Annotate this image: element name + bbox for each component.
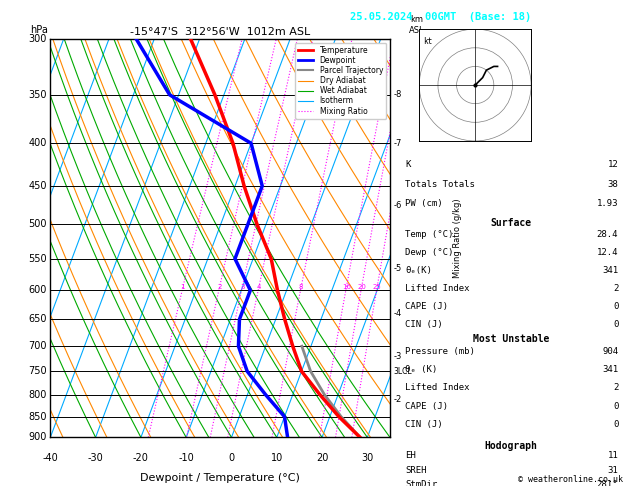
Text: 500: 500 bbox=[28, 219, 47, 229]
Text: 2: 2 bbox=[217, 284, 221, 290]
Text: 2: 2 bbox=[613, 383, 618, 393]
Text: Totals Totals: Totals Totals bbox=[405, 180, 475, 189]
Text: 20: 20 bbox=[357, 284, 366, 290]
Text: © weatheronline.co.uk: © weatheronline.co.uk bbox=[518, 474, 623, 484]
Text: Dewp (°C): Dewp (°C) bbox=[405, 248, 454, 257]
Text: 28.4: 28.4 bbox=[597, 230, 618, 239]
Text: θₑ (K): θₑ (K) bbox=[405, 365, 437, 374]
Text: hPa: hPa bbox=[30, 25, 48, 35]
Text: 850: 850 bbox=[28, 412, 47, 422]
Text: 25.05.2024  00GMT  (Base: 18): 25.05.2024 00GMT (Base: 18) bbox=[350, 12, 531, 22]
Text: StmDir: StmDir bbox=[405, 480, 437, 486]
Text: 8: 8 bbox=[299, 284, 303, 290]
Text: θₑ(K): θₑ(K) bbox=[405, 266, 432, 275]
Text: Lifted Index: Lifted Index bbox=[405, 383, 470, 393]
Text: CIN (J): CIN (J) bbox=[405, 420, 443, 430]
Text: 3: 3 bbox=[240, 284, 245, 290]
Text: 0: 0 bbox=[228, 453, 235, 463]
Text: -2: -2 bbox=[393, 395, 402, 404]
Text: 3LCL: 3LCL bbox=[393, 367, 412, 376]
Text: 281°: 281° bbox=[597, 480, 618, 486]
Text: -7: -7 bbox=[393, 139, 402, 148]
Text: 550: 550 bbox=[28, 254, 47, 264]
Text: -4: -4 bbox=[393, 309, 402, 318]
Text: 10: 10 bbox=[270, 453, 283, 463]
Text: Lifted Index: Lifted Index bbox=[405, 284, 470, 293]
Text: -6: -6 bbox=[393, 201, 402, 210]
Text: 350: 350 bbox=[28, 90, 47, 100]
Text: 1.93: 1.93 bbox=[597, 199, 618, 208]
Text: 300: 300 bbox=[28, 34, 47, 44]
Text: -20: -20 bbox=[133, 453, 149, 463]
Text: 450: 450 bbox=[28, 181, 47, 191]
Text: -30: -30 bbox=[87, 453, 104, 463]
Text: -10: -10 bbox=[178, 453, 194, 463]
Text: CAPE (J): CAPE (J) bbox=[405, 302, 448, 311]
Text: -8: -8 bbox=[393, 90, 402, 99]
Text: 0: 0 bbox=[613, 320, 618, 329]
Text: 0: 0 bbox=[613, 420, 618, 430]
Text: 900: 900 bbox=[28, 433, 47, 442]
Text: Pressure (mb): Pressure (mb) bbox=[405, 347, 475, 356]
Text: CIN (J): CIN (J) bbox=[405, 320, 443, 329]
Text: 341: 341 bbox=[602, 365, 618, 374]
Text: 650: 650 bbox=[28, 314, 47, 324]
Text: Most Unstable: Most Unstable bbox=[472, 334, 549, 345]
Text: 16: 16 bbox=[342, 284, 351, 290]
Text: 1: 1 bbox=[181, 284, 185, 290]
Text: 0: 0 bbox=[613, 302, 618, 311]
Title: -15°47'S  312°56'W  1012m ASL: -15°47'S 312°56'W 1012m ASL bbox=[130, 27, 310, 37]
Text: 400: 400 bbox=[28, 138, 47, 148]
Text: Hodograph: Hodograph bbox=[484, 441, 537, 451]
Text: 25: 25 bbox=[373, 284, 381, 290]
Text: Dewpoint / Temperature (°C): Dewpoint / Temperature (°C) bbox=[140, 473, 300, 483]
Text: -3: -3 bbox=[393, 352, 402, 361]
Text: 600: 600 bbox=[28, 285, 47, 295]
Text: Temp (°C): Temp (°C) bbox=[405, 230, 454, 239]
Text: PW (cm): PW (cm) bbox=[405, 199, 443, 208]
Text: 2: 2 bbox=[613, 284, 618, 293]
Text: 11: 11 bbox=[608, 451, 618, 460]
Text: 12: 12 bbox=[608, 160, 618, 170]
Text: 20: 20 bbox=[316, 453, 328, 463]
Text: 700: 700 bbox=[28, 341, 47, 351]
Text: -5: -5 bbox=[393, 264, 402, 273]
Text: SREH: SREH bbox=[405, 466, 426, 475]
Text: K: K bbox=[405, 160, 411, 170]
Text: 30: 30 bbox=[361, 453, 374, 463]
Text: 12.4: 12.4 bbox=[597, 248, 618, 257]
Text: EH: EH bbox=[405, 451, 416, 460]
Text: Mixing Ratio (g/kg): Mixing Ratio (g/kg) bbox=[454, 198, 462, 278]
Text: 750: 750 bbox=[28, 366, 47, 376]
Text: 4: 4 bbox=[257, 284, 261, 290]
Text: 904: 904 bbox=[602, 347, 618, 356]
Text: kt: kt bbox=[423, 36, 432, 46]
Text: 38: 38 bbox=[608, 180, 618, 189]
Text: Surface: Surface bbox=[490, 218, 532, 228]
Text: km
ASL: km ASL bbox=[409, 16, 425, 35]
Text: 31: 31 bbox=[608, 466, 618, 475]
Text: -40: -40 bbox=[42, 453, 58, 463]
Legend: Temperature, Dewpoint, Parcel Trajectory, Dry Adiabat, Wet Adiabat, Isotherm, Mi: Temperature, Dewpoint, Parcel Trajectory… bbox=[295, 43, 386, 119]
Text: CAPE (J): CAPE (J) bbox=[405, 402, 448, 411]
Text: 341: 341 bbox=[602, 266, 618, 275]
Text: 0: 0 bbox=[613, 402, 618, 411]
Text: 800: 800 bbox=[28, 390, 47, 399]
